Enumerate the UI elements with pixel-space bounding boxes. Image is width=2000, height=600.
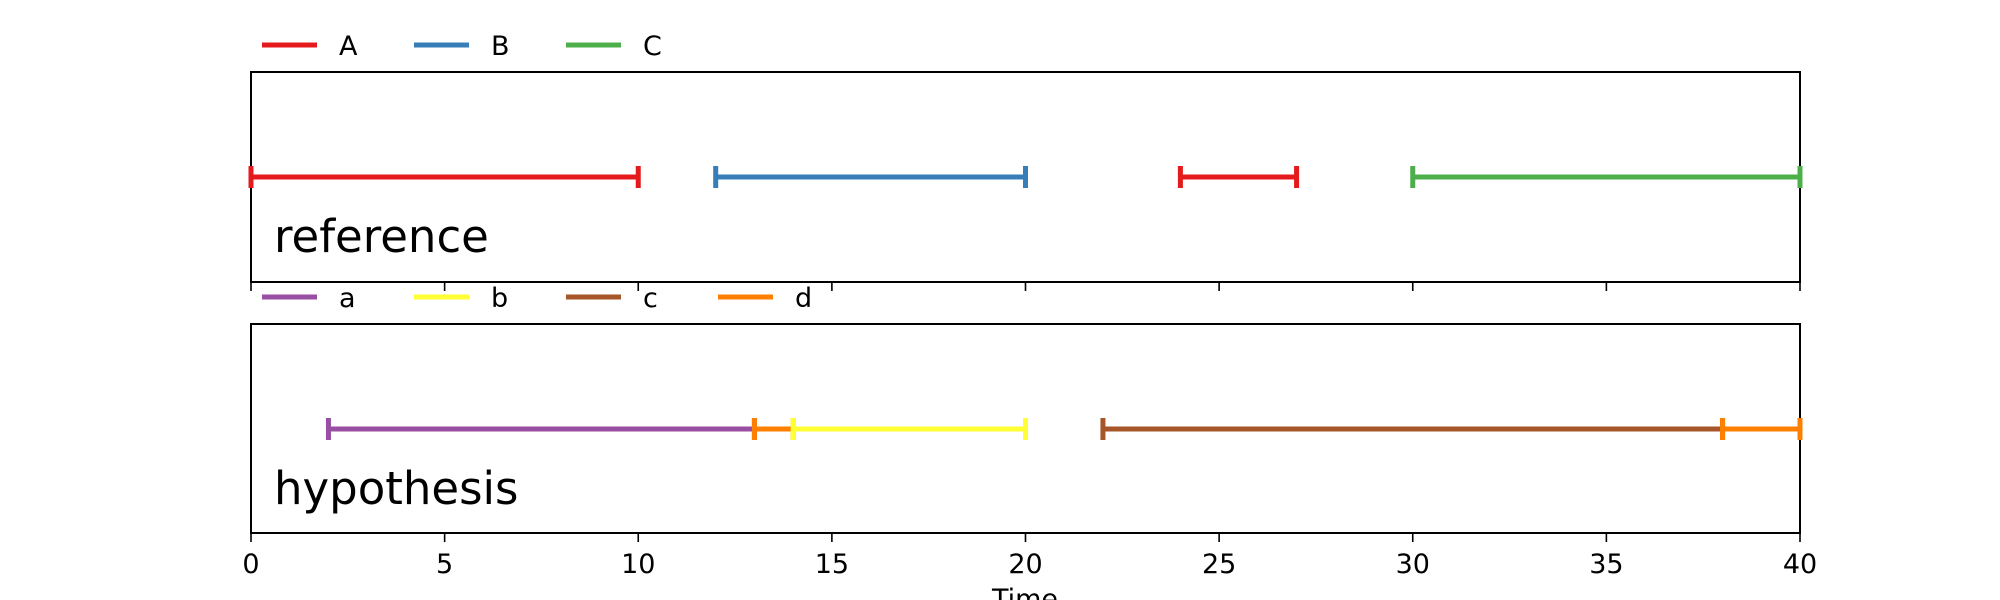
segment-a-0	[325, 418, 757, 440]
panel-reference: reference	[248, 71, 1803, 283]
legend-reference: A B C	[262, 31, 662, 62]
legend-item-a: a	[262, 283, 356, 314]
legend-label: C	[643, 31, 662, 62]
legend-item-c: c	[566, 283, 658, 314]
x-tick-label: 20	[1008, 549, 1042, 580]
segment-A-0	[248, 166, 641, 188]
legend-item-C: C	[566, 31, 662, 62]
legend-item-b: b	[414, 283, 508, 314]
segment-c-3	[1100, 418, 1726, 440]
x-tick-label: 5	[436, 549, 453, 580]
legend-label: c	[643, 283, 658, 314]
segment-C-3	[1410, 166, 1803, 188]
legend-label: a	[339, 283, 356, 314]
x-tick-label: 10	[621, 549, 655, 580]
segment-b-2	[790, 418, 1028, 440]
panel-label-reference: reference	[274, 210, 489, 263]
segment-A-2	[1177, 166, 1300, 188]
legend-label: d	[795, 283, 812, 314]
x-tick-label: 0	[242, 549, 259, 580]
x-axis-label: Time	[991, 584, 1058, 600]
x-tick-label: 40	[1783, 549, 1817, 580]
x-tick-label: 25	[1202, 549, 1236, 580]
x-tick-label: 15	[815, 549, 849, 580]
legend-hypothesis: a b c d	[262, 283, 812, 314]
segment-d-1	[751, 418, 796, 440]
x-tick-label: 30	[1396, 549, 1430, 580]
panel-label-hypothesis: hypothesis	[274, 462, 519, 515]
segment-B-1	[713, 166, 1028, 188]
legend-item-B: B	[414, 31, 510, 62]
legends: A B Ca b c d	[262, 31, 812, 314]
x-tick-label: 35	[1589, 549, 1623, 580]
x-axis: 0 5 10 15 20 25 30 35 40	[242, 282, 1817, 580]
segment-d-4	[1720, 418, 1803, 440]
legend-label: B	[491, 31, 510, 62]
legend-item-A: A	[262, 31, 358, 62]
panels: reference hypothesis	[248, 71, 1803, 534]
legend-label: A	[339, 31, 358, 62]
legend-label: b	[491, 283, 508, 314]
legend-item-d: d	[718, 283, 812, 314]
panel-hypothesis: hypothesis	[250, 323, 1803, 534]
